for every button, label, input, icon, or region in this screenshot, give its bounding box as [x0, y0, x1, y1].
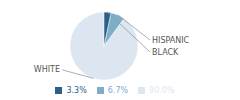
- svg-text:WHITE: WHITE: [34, 65, 60, 74]
- svg-text:HISPANIC: HISPANIC: [152, 36, 190, 45]
- html-text:90.0%: 90.0%: [149, 86, 175, 95]
- svg-text:BLACK: BLACK: [152, 48, 179, 57]
- html-text:3.3%: 3.3%: [66, 86, 87, 95]
- html-text:6.7%: 6.7%: [107, 86, 129, 95]
